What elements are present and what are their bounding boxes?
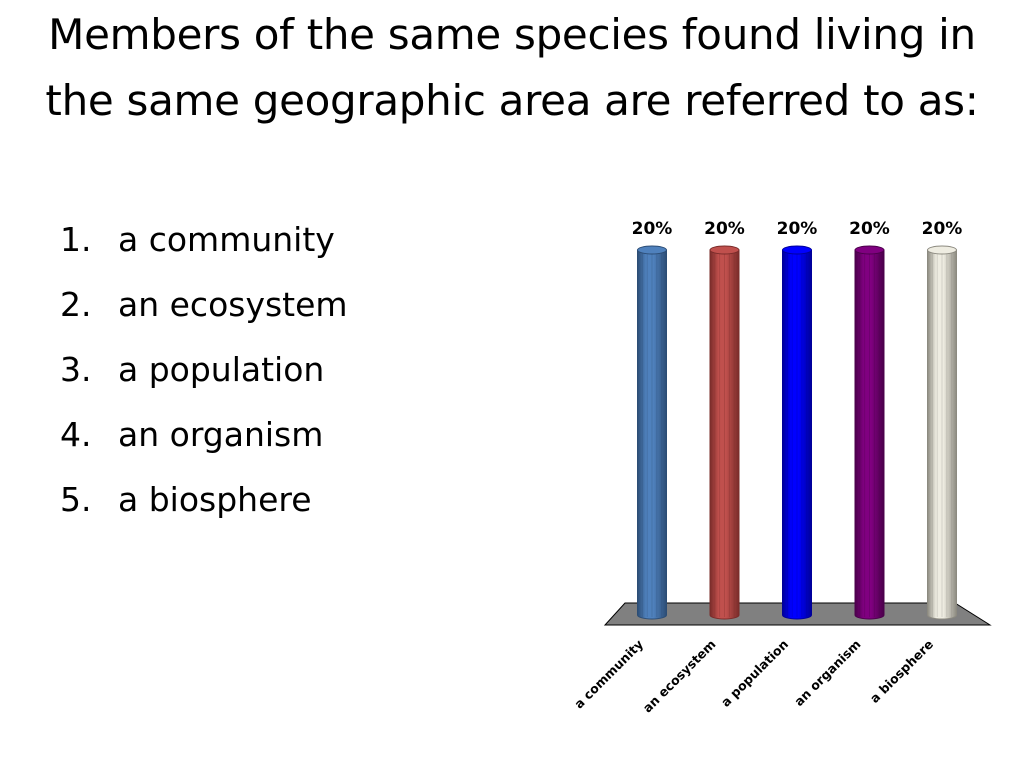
x-tick-label: an ecosystem	[640, 637, 719, 716]
data-label: 20%	[922, 219, 963, 239]
answer-number: 2.	[60, 285, 92, 324]
data-label: 20%	[704, 219, 745, 239]
bar-body	[782, 249, 812, 620]
answer-option-5: 5. a biosphere	[60, 470, 348, 535]
x-tick-label: an organism	[791, 637, 863, 709]
bar-top	[709, 245, 740, 255]
answer-option-1: 1. a community	[60, 210, 348, 275]
bar-top	[637, 245, 667, 255]
answer-number: 1.	[60, 220, 92, 259]
x-tick-label: a population	[718, 637, 791, 710]
bar-top	[927, 245, 957, 255]
bar-an-organism	[854, 245, 885, 620]
bar-a-community	[637, 245, 667, 620]
data-label: 20%	[777, 219, 818, 239]
x-tick-label: a community	[571, 637, 646, 712]
data-label: 20%	[632, 219, 673, 239]
answer-option-2: 2. an ecosystem	[60, 275, 348, 340]
answer-label: an organism	[118, 415, 324, 454]
answer-label: a population	[118, 350, 325, 389]
bar-an-ecosystem	[709, 245, 740, 620]
answer-list: 1. a community 2. an ecosystem 3. a populat…	[60, 210, 348, 535]
data-labels: 20% 20% 20% 20% 20%	[632, 219, 963, 239]
answer-number: 5.	[60, 480, 92, 519]
bar-body	[854, 249, 885, 620]
x-tick-label: a biosphere	[867, 637, 936, 706]
answer-number: 3.	[60, 350, 92, 389]
answer-label: an ecosystem	[118, 285, 348, 324]
slide-title: Members of the same species found living…	[45, 10, 979, 125]
bar-body	[709, 249, 740, 620]
data-label: 20%	[849, 219, 890, 239]
bar-body	[927, 249, 957, 620]
answer-option-4: 4. an organism	[60, 405, 348, 470]
bar-body	[637, 249, 667, 620]
bar-a-biosphere	[927, 245, 957, 620]
answer-option-3: 3. a population	[60, 340, 348, 405]
response-chart: 20% 20% 20% 20% 20% a community an ecosystem a …	[550, 205, 1010, 745]
answer-label: a community	[118, 220, 335, 259]
bar-top	[782, 245, 812, 255]
answer-number: 4.	[60, 415, 92, 454]
bar-a-population	[782, 245, 812, 620]
bar-top	[854, 245, 885, 255]
answer-label: a biosphere	[118, 480, 312, 519]
